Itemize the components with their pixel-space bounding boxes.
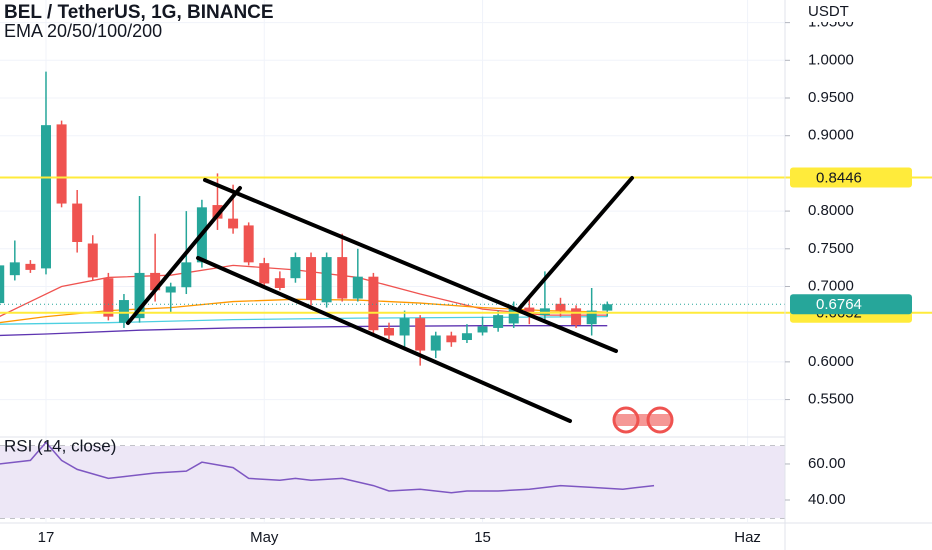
trend-line	[516, 176, 634, 312]
candle-body	[461, 333, 472, 341]
candle-body	[259, 263, 270, 284]
candle-body	[40, 125, 51, 269]
y-tick-label: 0.7000	[808, 277, 854, 294]
candle-body	[430, 335, 441, 351]
rsi-line	[0, 441, 655, 494]
trend-line	[196, 256, 572, 423]
candle-body	[383, 327, 394, 336]
last-price-bg	[790, 294, 912, 315]
y-tick-label: 0.6000	[808, 353, 854, 370]
candle-body	[212, 205, 223, 219]
y-tick-label: 0.9000	[808, 127, 854, 144]
price-label: 0.8446	[816, 169, 862, 186]
candle-body	[446, 335, 457, 343]
candle-body	[228, 218, 239, 229]
axes: 17 May 15 Haz1.05001.00000.95000.90000.8000…	[38, 14, 912, 546]
candle-body	[399, 318, 410, 336]
y-tick-label: 0.7500	[808, 240, 854, 257]
x-tick-label: Haz	[734, 529, 761, 546]
y-tick-label: 0.9500	[808, 89, 854, 106]
trend-line	[203, 178, 618, 353]
candle-body	[321, 257, 332, 303]
candle-body	[508, 308, 519, 324]
y-tick-label: 60.00	[808, 455, 846, 472]
candle-body	[337, 257, 348, 299]
candle-body	[415, 318, 426, 351]
drawings	[126, 176, 634, 423]
candle-body	[87, 243, 98, 278]
x-tick-label: 17	[38, 529, 55, 546]
candle-body	[477, 326, 488, 333]
candle-body	[493, 315, 504, 328]
chart-subtitle: EMA 20/50/100/200	[4, 21, 162, 41]
candle-body	[602, 304, 613, 311]
candle-body	[243, 225, 254, 263]
candle-body	[72, 203, 83, 243]
y-tick-label: 1.0000	[808, 51, 854, 68]
trend-line	[126, 186, 242, 325]
x-tick-label: 15	[474, 529, 491, 546]
candle-body	[0, 265, 5, 304]
candle-body	[555, 303, 566, 311]
flag-icon	[612, 406, 674, 434]
candle-body	[118, 300, 129, 323]
candle-body	[368, 276, 379, 331]
plot	[0, 71, 932, 494]
candle-body	[103, 278, 114, 317]
candle-body	[25, 263, 36, 270]
candle-body	[56, 124, 67, 204]
candle-body	[134, 272, 145, 319]
last-price-label: 0.6764	[816, 296, 862, 313]
y-tick-label: 0.8000	[808, 202, 854, 219]
chart-title: BEL / TetherUS, 1G, BINANCE	[4, 2, 274, 23]
flag-bar	[614, 414, 672, 426]
currency-bg	[795, 2, 895, 22]
candle-body	[571, 308, 582, 325]
y-tick-label: 40.00	[808, 491, 846, 508]
candle-body	[306, 257, 317, 301]
candle-body	[290, 257, 301, 279]
price-label-bg	[790, 167, 912, 188]
rsi-title: RSI (14, close)	[4, 436, 116, 455]
candle-body	[586, 310, 597, 325]
candle-body	[352, 276, 363, 299]
candle-body	[9, 262, 20, 276]
candle-body	[150, 272, 161, 291]
x-tick-label: May	[250, 529, 279, 546]
y-tick-label: 0.5500	[808, 391, 854, 408]
candle-body	[181, 262, 192, 288]
candle-body	[524, 307, 535, 316]
ema-line	[0, 315, 608, 325]
currency: USDT	[808, 3, 849, 20]
candle-body	[274, 278, 285, 288]
rsi-band	[0, 445, 785, 519]
candle-body	[165, 286, 176, 293]
